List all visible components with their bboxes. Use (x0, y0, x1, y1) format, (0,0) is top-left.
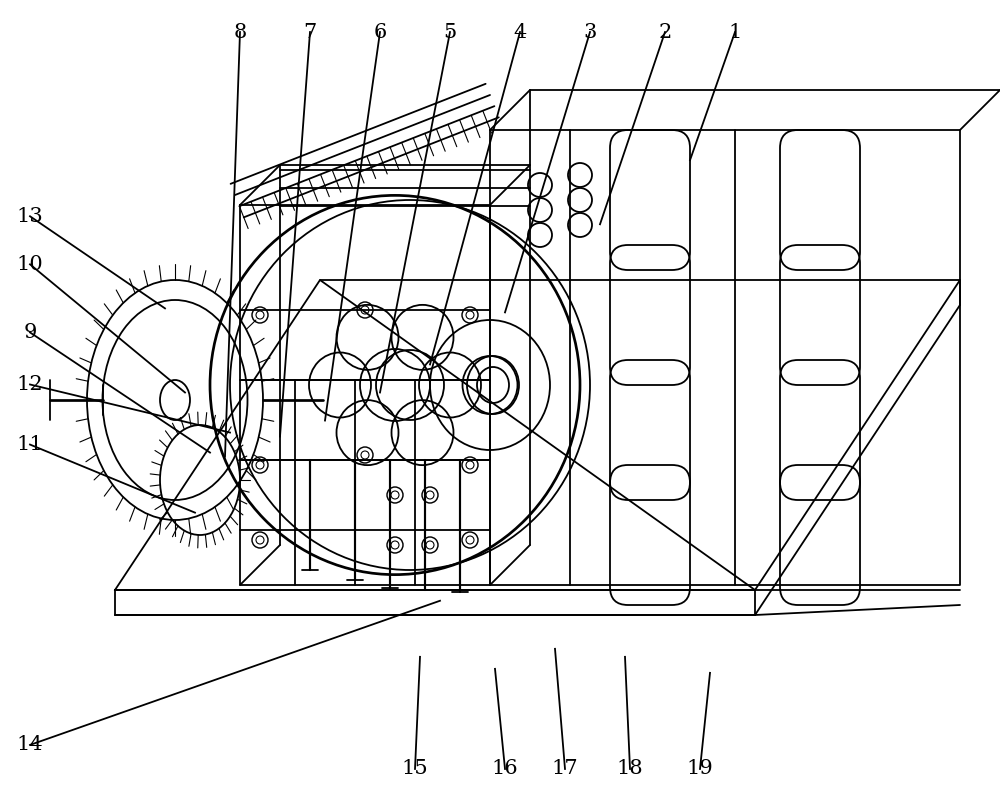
Text: 6: 6 (373, 22, 387, 42)
Text: 3: 3 (583, 22, 597, 42)
Text: 8: 8 (233, 22, 247, 42)
Text: 17: 17 (552, 759, 578, 779)
Text: 18: 18 (617, 759, 643, 779)
Text: 2: 2 (658, 22, 672, 42)
Text: 14: 14 (17, 735, 43, 755)
Text: 15: 15 (402, 759, 428, 779)
Text: 12: 12 (17, 375, 43, 394)
Text: 10: 10 (17, 255, 43, 274)
Text: 1: 1 (728, 22, 742, 42)
Text: 9: 9 (23, 323, 37, 342)
Text: 16: 16 (492, 759, 518, 779)
Text: 11: 11 (17, 435, 43, 454)
Text: 19: 19 (687, 759, 713, 779)
Text: 4: 4 (513, 22, 527, 42)
Text: 5: 5 (443, 22, 457, 42)
Text: 13: 13 (17, 207, 43, 226)
Text: 7: 7 (303, 22, 317, 42)
